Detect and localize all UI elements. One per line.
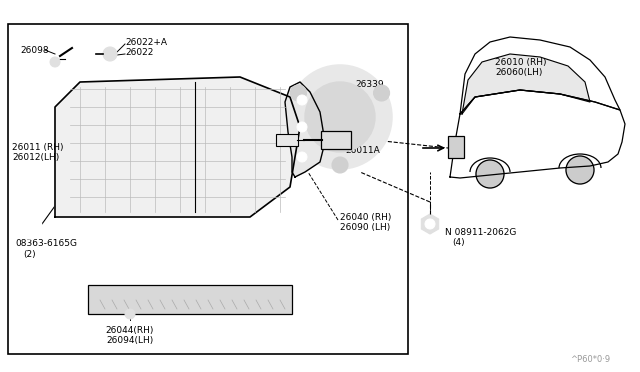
FancyBboxPatch shape (276, 134, 298, 146)
Circle shape (297, 122, 307, 132)
Text: (2): (2) (23, 250, 36, 259)
Circle shape (50, 57, 60, 67)
Text: 26094(LH): 26094(LH) (106, 336, 154, 344)
Text: 26012(LH): 26012(LH) (12, 153, 60, 161)
Text: 26011A: 26011A (345, 145, 380, 154)
FancyBboxPatch shape (321, 131, 351, 149)
Circle shape (103, 47, 117, 61)
Circle shape (332, 157, 348, 173)
FancyBboxPatch shape (8, 24, 408, 354)
Text: 26090 (LH): 26090 (LH) (340, 222, 390, 231)
Circle shape (291, 85, 307, 101)
Text: 26339: 26339 (355, 80, 383, 89)
Text: 26060(LH): 26060(LH) (495, 67, 542, 77)
Polygon shape (462, 54, 590, 114)
FancyBboxPatch shape (448, 136, 464, 158)
Text: (4): (4) (452, 237, 465, 247)
Circle shape (297, 152, 307, 162)
Text: 26010 (RH): 26010 (RH) (495, 58, 547, 67)
Text: 26022+A: 26022+A (125, 38, 167, 46)
Text: ^P60*0·9: ^P60*0·9 (570, 355, 610, 364)
Circle shape (374, 85, 390, 101)
Polygon shape (285, 82, 325, 177)
Circle shape (297, 95, 307, 105)
Text: S: S (26, 222, 33, 232)
Text: N 08911-2062G: N 08911-2062G (445, 228, 516, 237)
FancyBboxPatch shape (88, 285, 292, 314)
Text: 08363-6165G: 08363-6165G (15, 240, 77, 248)
Polygon shape (55, 77, 300, 217)
Circle shape (305, 82, 375, 152)
Circle shape (476, 160, 504, 188)
Text: 26098: 26098 (20, 45, 49, 55)
Text: 26022: 26022 (125, 48, 154, 57)
Circle shape (125, 309, 135, 319)
Text: 26040 (RH): 26040 (RH) (340, 212, 392, 221)
Circle shape (566, 156, 594, 184)
Circle shape (18, 215, 42, 239)
Text: 26011 (RH): 26011 (RH) (12, 142, 63, 151)
Circle shape (288, 65, 392, 169)
Text: 26044(RH): 26044(RH) (106, 326, 154, 334)
Circle shape (425, 219, 435, 229)
